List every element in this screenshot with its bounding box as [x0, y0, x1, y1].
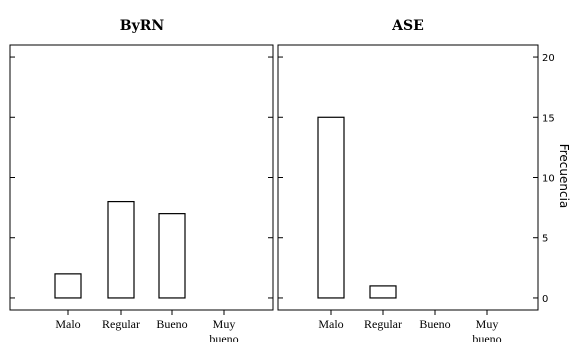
x-ticks: Malo Regular Bueno Muy bueno	[318, 310, 502, 342]
y-tick-label: 15	[542, 113, 555, 124]
y-tick-label: 0	[542, 294, 548, 305]
panel-frame	[277, 44, 539, 311]
panel-title: ByRN	[120, 18, 165, 34]
x-tick-label: Malo	[318, 317, 343, 331]
x-tick-label: Bueno	[419, 317, 450, 331]
x-tick-label: Muy bueno	[209, 317, 238, 342]
panel-byrn: ByRN Malo Regular Bueno Muy bueno	[9, 18, 274, 342]
y-tick-label: 10	[542, 174, 555, 185]
x-tick-label: Bueno	[156, 317, 187, 331]
y-ticks	[278, 56, 538, 299]
bar	[54, 273, 82, 299]
y-axis-label: Frecuencia	[557, 144, 571, 209]
y-axis-tick-labels: 0 5 10 15 20	[542, 53, 555, 305]
y-tick-label: 20	[542, 53, 555, 64]
x-tick-label: Muy bueno	[472, 317, 501, 342]
bar	[369, 285, 397, 299]
bars	[54, 200, 186, 299]
y-ticks	[10, 56, 273, 299]
bars	[317, 116, 397, 299]
x-tick-label: Regular	[102, 317, 140, 331]
x-tick-label: Regular	[364, 317, 402, 331]
x-tick-label: Malo	[55, 317, 80, 331]
bar	[107, 200, 135, 299]
bar	[158, 213, 186, 299]
panel-ase: ASE Malo Regular Bueno Muy bueno	[277, 18, 539, 342]
y-tick-label: 5	[542, 234, 548, 245]
panel-frame	[9, 44, 274, 311]
bar	[317, 116, 345, 299]
x-ticks: Malo Regular Bueno Muy bueno	[55, 310, 239, 342]
panel-title: ASE	[391, 18, 424, 34]
